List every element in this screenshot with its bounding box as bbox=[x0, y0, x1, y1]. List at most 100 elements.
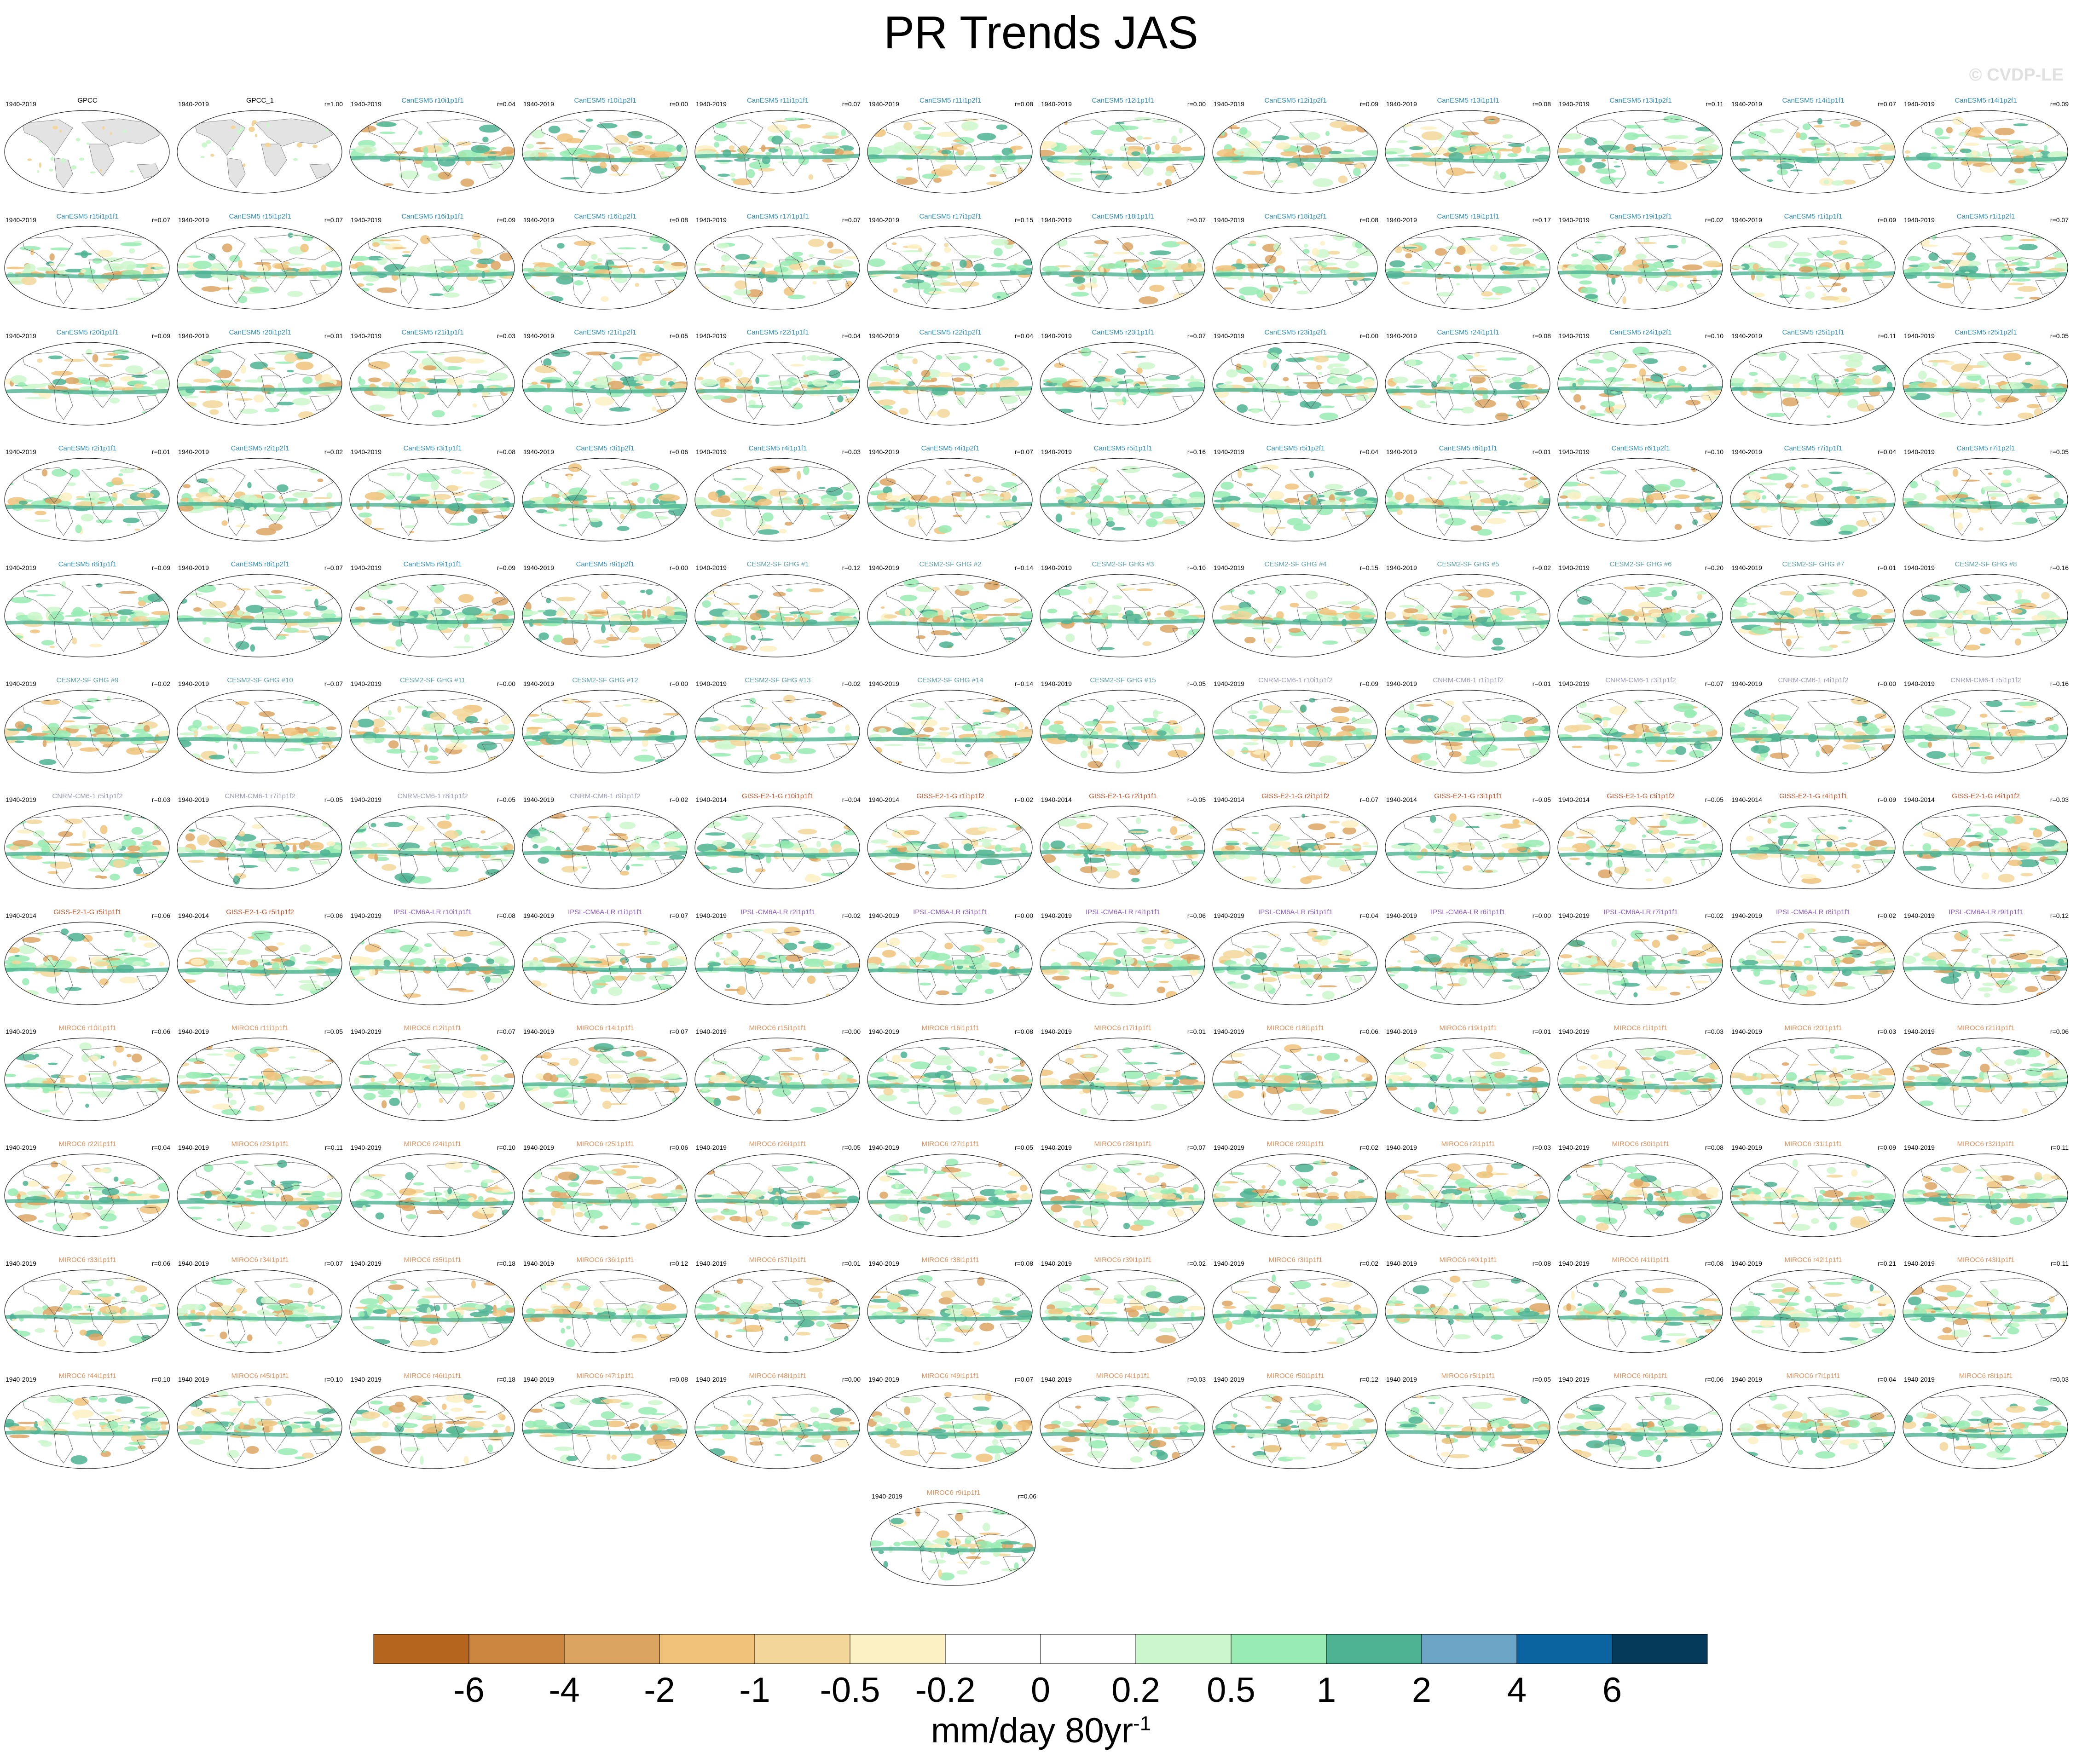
panel-map bbox=[177, 110, 342, 194]
panel-correlation: r=0.01 bbox=[1532, 1028, 1551, 1035]
panel-map bbox=[4, 226, 170, 310]
panel-map bbox=[1385, 110, 1550, 194]
panel-correlation: r=0.03 bbox=[1877, 1028, 1896, 1035]
panel-period: 1940-2019 bbox=[1214, 100, 1244, 108]
panel-map bbox=[867, 574, 1033, 657]
map-panel: 1940-2019 MIROC6 r32i1p1f1 r=0.11 bbox=[1901, 1140, 2070, 1251]
panel-period: 1940-2019 bbox=[523, 1260, 554, 1267]
panel-map bbox=[870, 1502, 1036, 1586]
panel-title: GISS-E2-1-G r3i1p1f2 bbox=[1607, 792, 1675, 800]
panel-period: 1940-2019 bbox=[1214, 448, 1244, 455]
panel-title: CanESM5 r17i1p1f1 bbox=[746, 213, 809, 220]
map-panel: 1940-2019 MIROC6 r26i1p1f1 r=0.05 bbox=[693, 1140, 862, 1251]
map-panel: 1940-2019 CanESM5 r15i1p2f1 r=0.07 bbox=[175, 213, 345, 323]
panel-correlation: r=0.01 bbox=[1877, 564, 1896, 571]
panel-title: CanESM5 r20i1p1f1 bbox=[56, 329, 119, 336]
panel-map bbox=[694, 342, 860, 426]
panel-title: MIROC6 r33i1p1f1 bbox=[58, 1256, 116, 1264]
panel-period: 1940-2019 bbox=[6, 680, 36, 687]
map-panel: 1940-2019 MIROC6 r14i1p1f1 r=0.07 bbox=[520, 1024, 690, 1135]
panel-map bbox=[1557, 458, 1723, 542]
panel-correlation: r=0.02 bbox=[669, 796, 688, 803]
panel-correlation: r=0.05 bbox=[324, 1028, 343, 1035]
panel-period: 1940-2019 bbox=[1386, 1028, 1417, 1035]
colorbar-units: mm/day 80yr-1 bbox=[0, 1711, 2082, 1751]
panel-title: CanESM5 r25i1p1f1 bbox=[1782, 329, 1845, 336]
panel-map bbox=[867, 226, 1033, 310]
panel-period: 1940-2014 bbox=[696, 796, 727, 803]
map-panel: 1940-2019 CanESM5 r6i1p2f1 r=0.10 bbox=[1556, 444, 1725, 555]
panel-period: 1940-2019 bbox=[1904, 1376, 1935, 1383]
panel-map bbox=[349, 806, 515, 889]
map-panel: 1940-2019 MIROC6 r29i1p1f1 r=0.02 bbox=[1211, 1140, 1380, 1251]
panel-title: GISS-E2-1-G r4i1p1f2 bbox=[1952, 792, 2020, 800]
panel-period: 1940-2019 bbox=[1214, 564, 1244, 571]
panel-correlation: r=0.07 bbox=[151, 216, 170, 224]
panel-map bbox=[522, 226, 688, 310]
panel-correlation: r=0.07 bbox=[324, 680, 343, 687]
panel-period: 1940-2019 bbox=[351, 216, 382, 224]
panel-period: 1940-2019 bbox=[178, 216, 209, 224]
panel-period: 1940-2019 bbox=[1214, 216, 1244, 224]
panel-title: IPSL-CM6A-LR r5i1p1f1 bbox=[1258, 908, 1333, 916]
panel-period: 1940-2019 bbox=[1904, 680, 1935, 687]
panel-period: 1940-2019 bbox=[1041, 1028, 1072, 1035]
panel-period: 1940-2019 bbox=[1731, 448, 1762, 455]
panel-title: MIROC6 r12i1p1f1 bbox=[404, 1024, 462, 1032]
panel-title: CESM2-SF GHG #2 bbox=[919, 560, 982, 568]
panel-correlation: r=0.02 bbox=[151, 680, 170, 687]
panel-map bbox=[694, 1153, 860, 1237]
panel-period: 1940-2019 bbox=[1559, 100, 1590, 108]
map-panel: 1940-2019 CESM2-SF GHG #3 r=0.10 bbox=[1038, 560, 1208, 671]
panel-correlation: r=0.04 bbox=[497, 100, 515, 108]
page-title: PR Trends JAS bbox=[884, 7, 1198, 58]
panel-title: CESM2-SF GHG #1 bbox=[746, 560, 809, 568]
panel-period: 1940-2019 bbox=[1559, 1376, 1590, 1383]
panel-title: CanESM5 r10i1p2f1 bbox=[574, 97, 636, 104]
panel-correlation: r=0.14 bbox=[1014, 680, 1033, 687]
panel-map bbox=[1730, 226, 1896, 310]
map-panel: 1940-2019 MIROC6 r46i1p1f1 r=0.18 bbox=[348, 1372, 517, 1482]
panel-title: CESM2-SF GHG #14 bbox=[917, 676, 983, 684]
map-panel: 1940-2014 GISS-E2-1-G r1i1p1f2 r=0.02 bbox=[866, 792, 1035, 903]
panel-period: 1940-2019 bbox=[6, 100, 36, 108]
map-panel: 1940-2019 MIROC6 r5i1p1f1 r=0.05 bbox=[1383, 1372, 1553, 1482]
panel-correlation: r=0.02 bbox=[1359, 1260, 1378, 1267]
panel-correlation: r=0.02 bbox=[842, 912, 861, 919]
panel-period: 1940-2019 bbox=[351, 1376, 382, 1383]
panel-correlation: r=0.00 bbox=[669, 680, 688, 687]
map-panel: 1940-2019 MIROC6 r43i1p1f1 r=0.11 bbox=[1901, 1256, 2070, 1366]
panel-title: CanESM5 r24i1p2f1 bbox=[1609, 329, 1672, 336]
panel-map bbox=[1557, 1269, 1723, 1353]
panel-correlation: r=0.03 bbox=[151, 796, 170, 803]
panel-map bbox=[4, 574, 170, 657]
panel-title: MIROC6 r27i1p1f1 bbox=[921, 1140, 979, 1148]
panel-map bbox=[1040, 110, 1205, 194]
panel-period: 1940-2019 bbox=[1731, 564, 1762, 571]
panel-title: MIROC6 r49i1p1f1 bbox=[921, 1372, 979, 1380]
colorbar-tick-label: -2 bbox=[644, 1671, 675, 1710]
panel-map bbox=[867, 922, 1033, 1005]
map-panel: 1940-2019 CanESM5 r11i1p1f1 r=0.07 bbox=[693, 97, 862, 207]
map-panel: 1940-2014 GISS-E2-1-G r10i1p1f1 r=0.04 bbox=[693, 792, 862, 903]
panel-map bbox=[349, 1153, 515, 1237]
panel-period: 1940-2019 bbox=[1214, 1028, 1244, 1035]
panel-title: CanESM5 r10i1p1f1 bbox=[401, 97, 464, 104]
panel-title: MIROC6 r32i1p1f1 bbox=[1957, 1140, 2015, 1148]
panel-map bbox=[1557, 226, 1723, 310]
map-panel: 1940-2019 MIROC6 r33i1p1f1 r=0.06 bbox=[3, 1256, 172, 1366]
panel-correlation: r=0.04 bbox=[1014, 332, 1033, 340]
panel-map bbox=[1557, 806, 1723, 889]
map-panel: 1940-2019 CanESM5 r7i1p1f1 r=0.04 bbox=[1729, 444, 1898, 555]
panel-period: 1940-2019 bbox=[178, 680, 209, 687]
panel-title: CanESM5 r2i1p1f1 bbox=[58, 444, 117, 452]
panel-period: 1940-2019 bbox=[523, 680, 554, 687]
panel-title: IPSL-CM6A-LR r6i1p1f1 bbox=[1431, 908, 1505, 916]
colorbar-tick-label: 0 bbox=[1030, 1671, 1051, 1710]
map-panel: 1940-2014 GISS-E2-1-G r2i1p1f2 r=0.07 bbox=[1211, 792, 1380, 903]
panel-map bbox=[1730, 1153, 1896, 1237]
map-panel: 1940-2019 CanESM5 r22i1p1f1 r=0.04 bbox=[693, 329, 862, 439]
panel-period: 1940-2019 bbox=[1386, 680, 1417, 687]
panel-map bbox=[867, 1269, 1033, 1353]
panel-map bbox=[1212, 574, 1378, 657]
